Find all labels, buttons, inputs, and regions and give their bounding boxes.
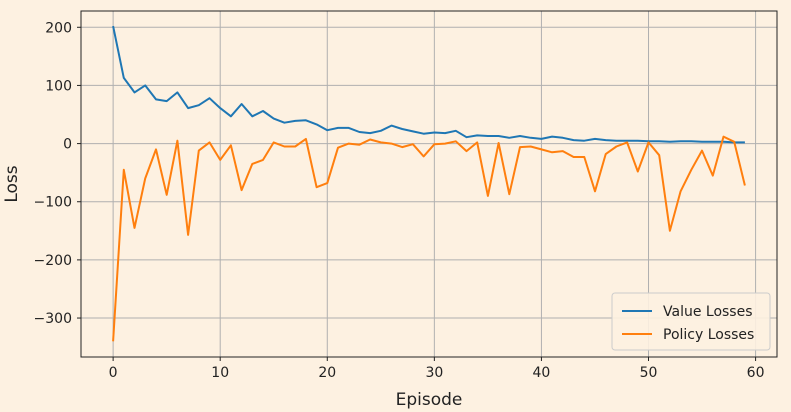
y-tick-label: 0: [63, 137, 72, 153]
legend-box: [611, 292, 771, 351]
plot-frame: [80, 10, 778, 358]
y-tick-label: −200: [34, 253, 72, 269]
series-layer: [112, 25, 746, 342]
y-tick-label: −300: [34, 311, 72, 327]
x-tick-label: 20: [318, 365, 336, 381]
axis-ticks: 0 10 20 30 40 50 60 200 100 0 −100 −200 −300: [34, 20, 765, 381]
legend-label-policy-losses: Policy Losses: [663, 327, 754, 343]
policy-losses-line: [112, 135, 746, 342]
y-tick-label: −100: [34, 195, 72, 211]
x-tick-label: 40: [533, 365, 551, 381]
x-tick-label: 60: [747, 365, 765, 381]
legend: Value Losses Policy Losses: [611, 292, 771, 351]
y-tick-label: 100: [45, 78, 72, 94]
x-tick-label: 10: [211, 365, 229, 381]
x-tick-label: 30: [425, 365, 443, 381]
y-axis-label: Loss: [2, 165, 22, 202]
x-tick-label: 0: [109, 365, 118, 381]
x-tick-label: 50: [640, 365, 658, 381]
y-tick-label: 200: [45, 20, 72, 36]
legend-label-value-losses: Value Losses: [663, 304, 753, 320]
x-axis-label: Episode: [396, 390, 463, 410]
value-losses-line: [112, 25, 745, 144]
